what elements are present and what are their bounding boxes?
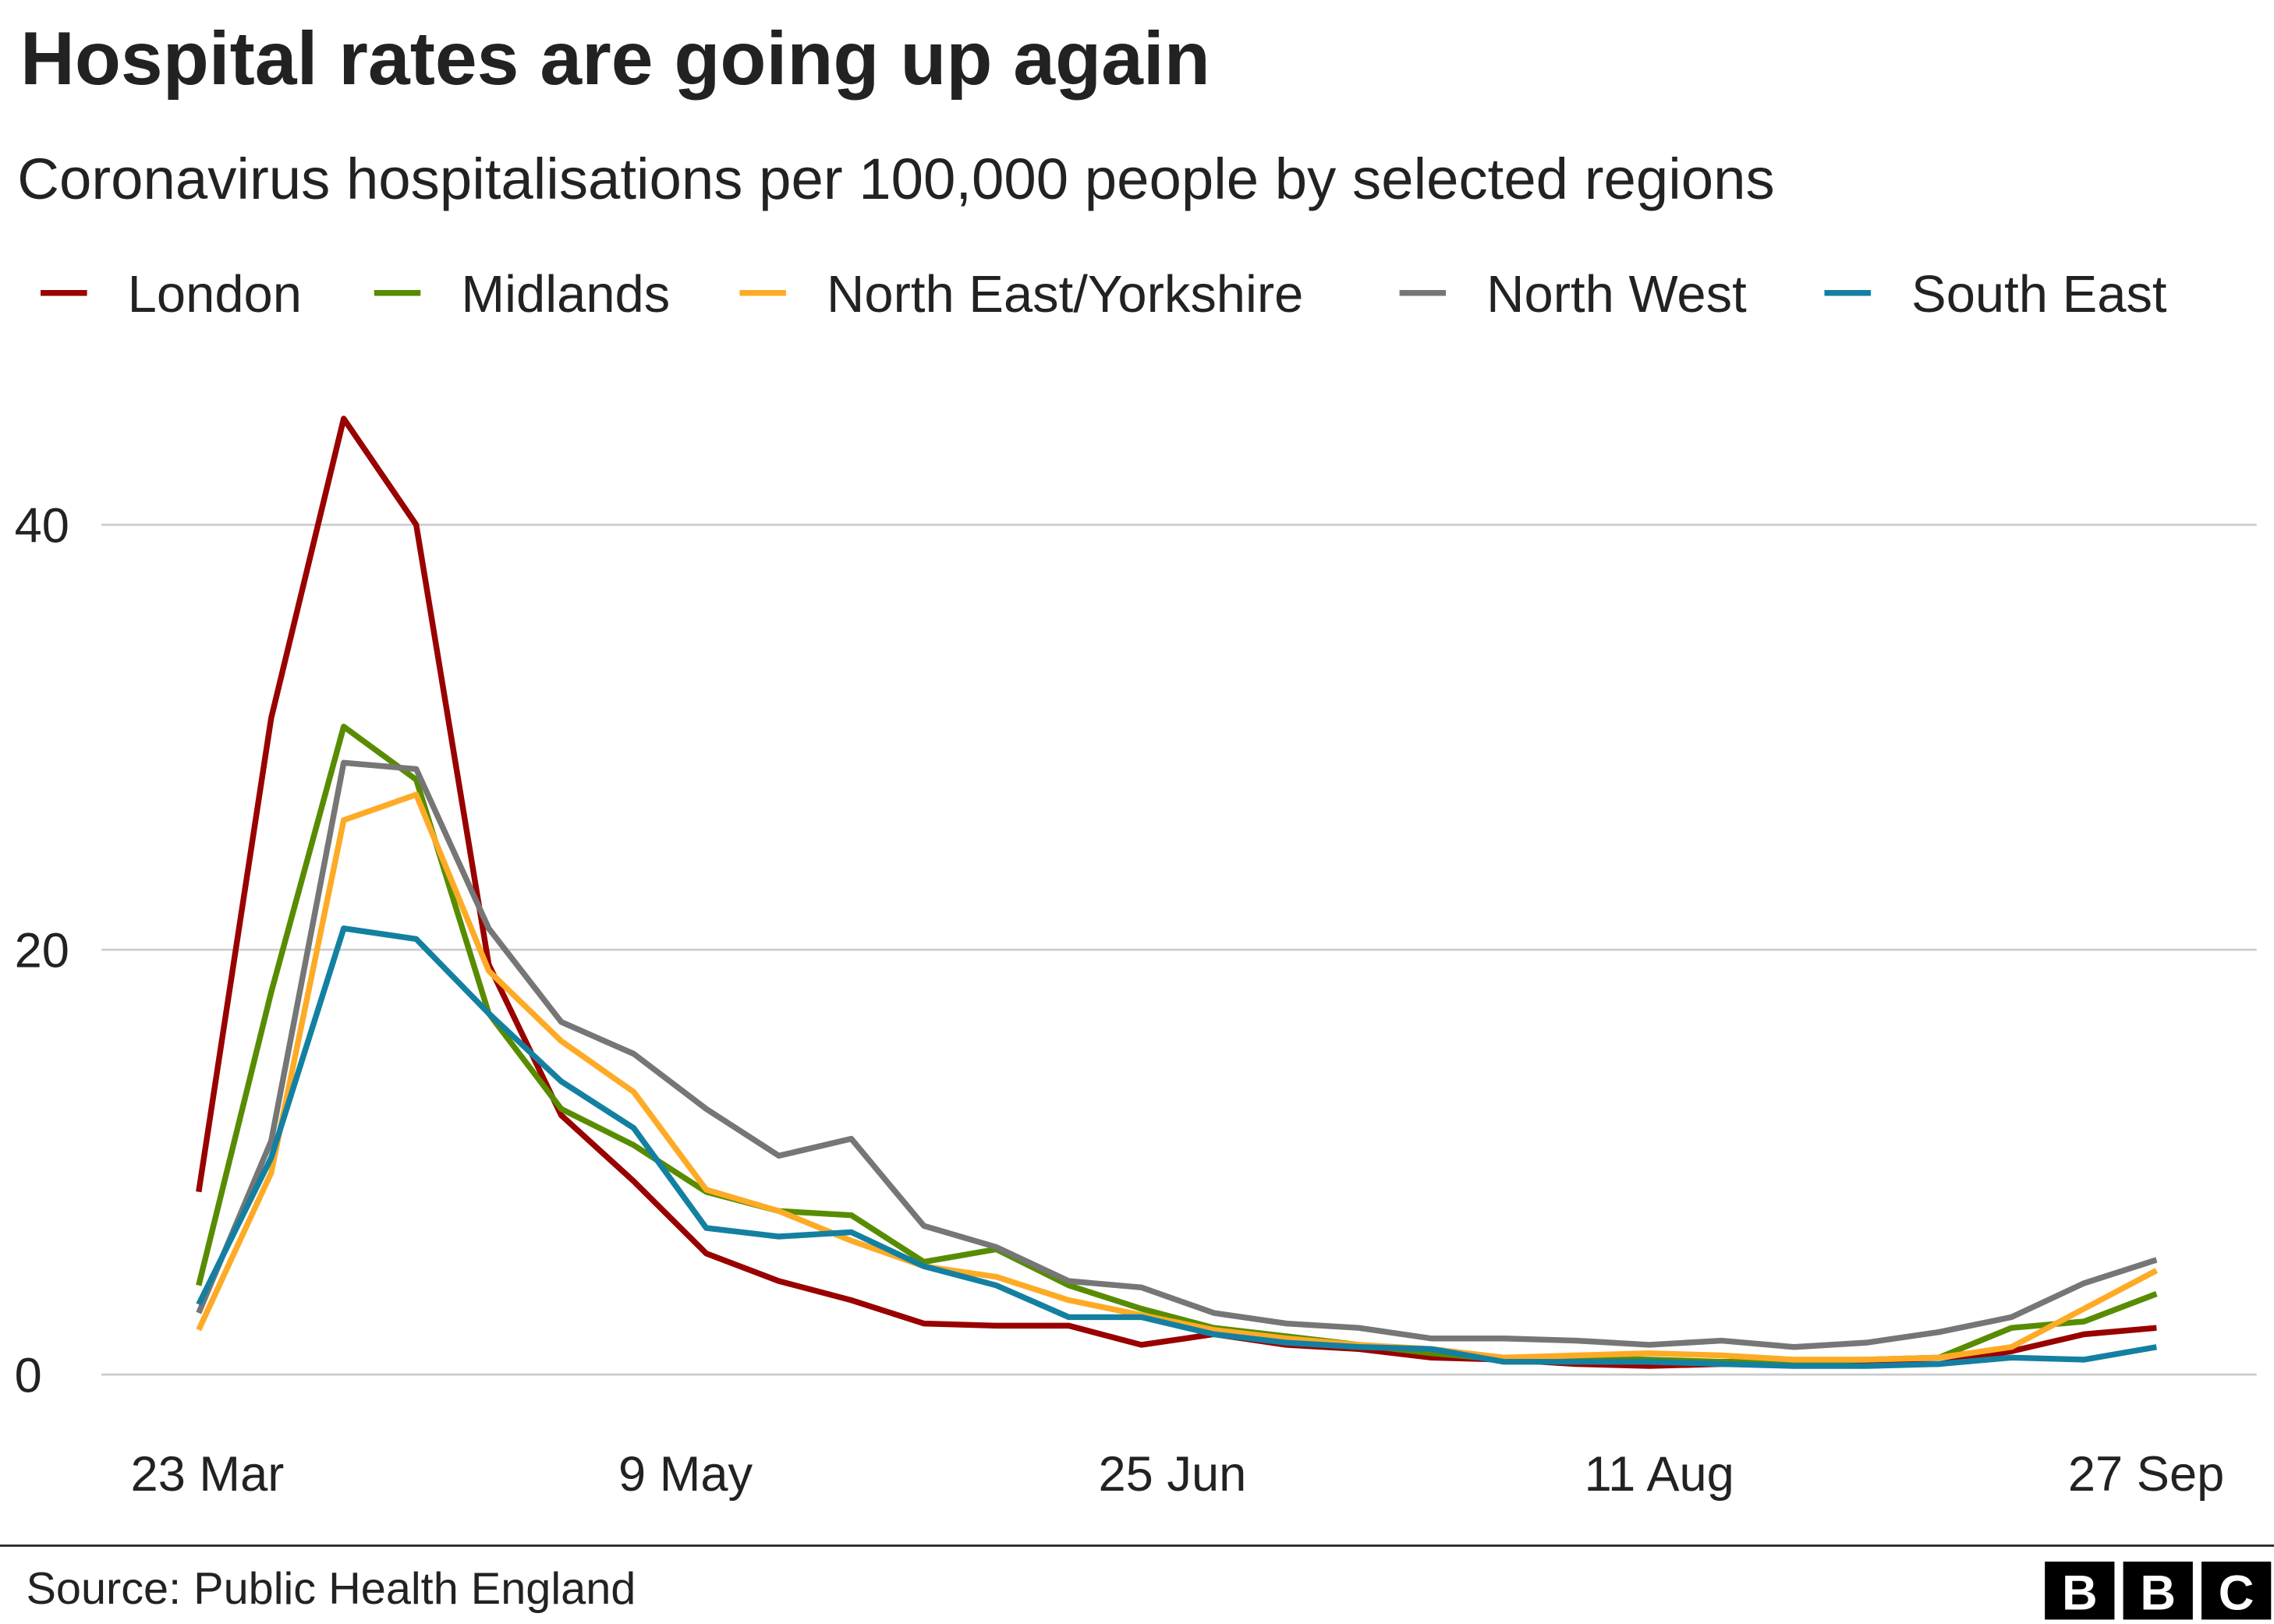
- series-line: [196, 416, 2157, 1369]
- series-line: [196, 791, 2159, 1363]
- legend-label: Midlands: [461, 265, 670, 324]
- series-line: [196, 724, 2158, 1365]
- x-tick-label: 25 Jun: [1099, 1447, 1247, 1502]
- series-line: [196, 759, 2158, 1350]
- logo-letter: C: [2219, 1566, 2255, 1620]
- chart-title: Hospital rates are going up again: [20, 16, 1210, 101]
- legend-label: London: [128, 265, 302, 324]
- x-tick-label: 9 May: [618, 1447, 753, 1502]
- source: Source: Public Health England: [26, 1564, 636, 1614]
- logo-box: [2045, 1561, 2115, 1620]
- legend-label: South East: [1911, 265, 2167, 324]
- logo-letter: B: [2140, 1566, 2176, 1620]
- legend-label: North East/Yorkshire: [827, 265, 1303, 324]
- x-tick-label: 11 Aug: [1585, 1447, 1734, 1502]
- x-tick-label: 23 Mar: [131, 1447, 285, 1502]
- series-line: [196, 925, 2158, 1369]
- logo-letter: B: [2062, 1566, 2098, 1620]
- y-tick-label: 0: [15, 1348, 42, 1403]
- chart-subtitle: Coronavirus hospitalisations per 100,000…: [17, 147, 1774, 211]
- x-tick-label: 27 Sep: [2068, 1447, 2224, 1502]
- y-tick-label: 40: [15, 498, 69, 553]
- legend-label: North West: [1486, 265, 1747, 324]
- logo-box: [2123, 1561, 2193, 1620]
- logo-box: [2201, 1561, 2272, 1620]
- y-tick-label: 20: [15, 923, 69, 978]
